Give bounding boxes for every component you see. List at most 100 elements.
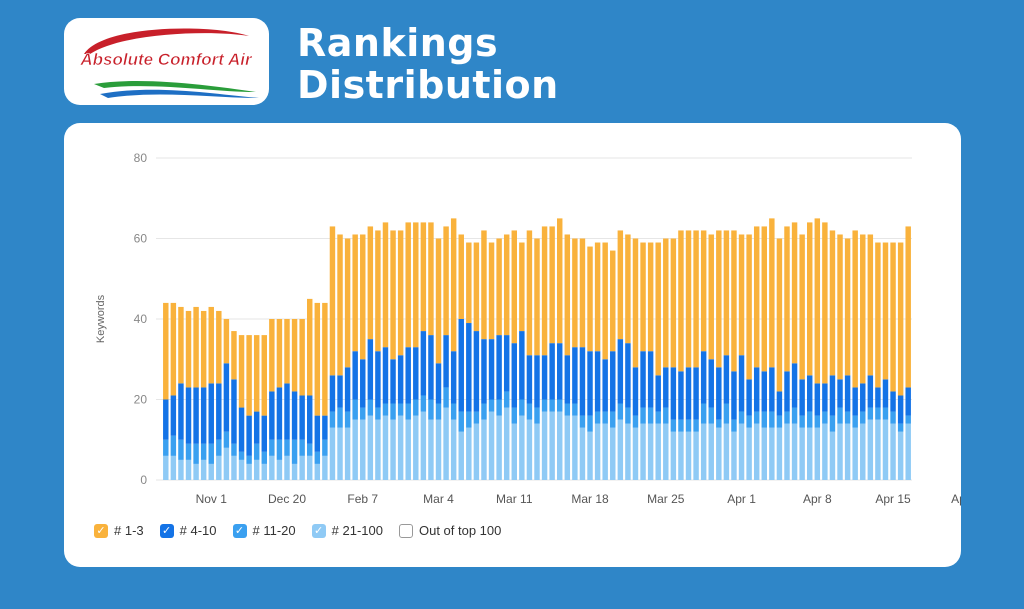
bar-segment[interactable] xyxy=(481,419,487,481)
bar-segment[interactable] xyxy=(769,218,775,368)
bar-segment[interactable] xyxy=(352,234,358,352)
bar-segment[interactable] xyxy=(852,415,858,428)
bar-segment[interactable] xyxy=(844,375,851,412)
bar-segment[interactable] xyxy=(420,411,427,480)
bar-segment[interactable] xyxy=(428,419,434,481)
bar-segment[interactable] xyxy=(905,226,911,388)
bar-segment[interactable] xyxy=(253,411,260,444)
bar-segment[interactable] xyxy=(375,351,381,408)
bar-segment[interactable] xyxy=(610,427,616,480)
bar-segment[interactable] xyxy=(761,427,767,480)
bar-segment[interactable] xyxy=(594,351,601,412)
checkbox-checked-icon[interactable]: ✓ xyxy=(94,523,108,538)
bar-segment[interactable] xyxy=(344,411,351,428)
bar-segment[interactable] xyxy=(178,383,184,440)
bar-segment[interactable] xyxy=(822,411,828,424)
bar-segment[interactable] xyxy=(882,242,889,380)
bar-segment[interactable] xyxy=(178,306,184,384)
bar-segment[interactable] xyxy=(375,407,381,420)
bar-segment[interactable] xyxy=(291,319,298,392)
bar-segment[interactable] xyxy=(708,234,714,360)
bar-segment[interactable] xyxy=(223,431,230,448)
bar-segment[interactable] xyxy=(572,238,578,348)
bar-segment[interactable] xyxy=(829,415,836,432)
bar-segment[interactable] xyxy=(890,242,896,392)
bar-segment[interactable] xyxy=(738,423,745,480)
bar-segment[interactable] xyxy=(223,447,230,480)
bar-segment[interactable] xyxy=(708,423,714,480)
bar-segment[interactable] xyxy=(594,423,601,480)
bar-segment[interactable] xyxy=(769,367,775,412)
bar-segment[interactable] xyxy=(200,387,207,444)
bar-segment[interactable] xyxy=(503,234,510,336)
bar-segment[interactable] xyxy=(496,238,502,336)
bar-segment[interactable] xyxy=(420,395,427,412)
bar-segment[interactable] xyxy=(572,415,578,480)
bar-segment[interactable] xyxy=(860,411,866,424)
bar-segment[interactable] xyxy=(693,367,699,420)
bar-segment[interactable] xyxy=(307,395,313,444)
bar-segment[interactable] xyxy=(375,230,381,352)
bar-segment[interactable] xyxy=(579,238,586,348)
bar-segment[interactable] xyxy=(807,427,813,480)
bar-segment[interactable] xyxy=(549,399,555,412)
bar-segment[interactable] xyxy=(413,222,419,348)
bar-segment[interactable] xyxy=(291,439,298,464)
bar-segment[interactable] xyxy=(261,463,267,480)
bar-segment[interactable] xyxy=(511,423,517,480)
bar-segment[interactable] xyxy=(685,419,692,432)
bar-segment[interactable] xyxy=(466,411,472,428)
bar-segment[interactable] xyxy=(246,455,252,464)
bar-segment[interactable] xyxy=(693,431,699,480)
bar-segment[interactable] xyxy=(572,347,578,404)
bar-segment[interactable] xyxy=(670,238,677,368)
bar-segment[interactable] xyxy=(557,411,563,480)
bar-segment[interactable] xyxy=(625,407,631,424)
bar-segment[interactable] xyxy=(791,423,798,480)
bar-segment[interactable] xyxy=(185,387,192,444)
legend-item[interactable]: ✓ # 4-10 xyxy=(159,523,217,538)
bar-segment[interactable] xyxy=(193,463,199,480)
bar-segment[interactable] xyxy=(231,443,237,456)
bar-segment[interactable] xyxy=(647,407,654,424)
bar-segment[interactable] xyxy=(238,335,245,408)
bar-segment[interactable] xyxy=(784,226,790,372)
bar-segment[interactable] xyxy=(617,403,624,420)
bar-segment[interactable] xyxy=(216,310,222,384)
bar-segment[interactable] xyxy=(685,230,692,368)
bar-segment[interactable] xyxy=(382,415,389,480)
bar-segment[interactable] xyxy=(579,415,586,428)
bar-segment[interactable] xyxy=(564,415,571,480)
bar-segment[interactable] xyxy=(905,423,911,480)
bar-segment[interactable] xyxy=(397,230,404,356)
bar-segment[interactable] xyxy=(208,306,214,384)
bar-segment[interactable] xyxy=(897,242,904,396)
bar-segment[interactable] xyxy=(852,427,858,480)
bar-segment[interactable] xyxy=(632,238,639,368)
bar-segment[interactable] xyxy=(837,423,843,480)
bar-segment[interactable] xyxy=(322,439,328,456)
bar-segment[interactable] xyxy=(322,455,328,480)
bar-segment[interactable] xyxy=(405,347,411,404)
bar-segment[interactable] xyxy=(511,230,517,344)
bar-segment[interactable] xyxy=(670,431,677,480)
bar-segment[interactable] xyxy=(299,395,305,440)
bar-segment[interactable] xyxy=(269,391,275,440)
bar-segment[interactable] xyxy=(458,411,464,432)
bar-segment[interactable] xyxy=(761,371,767,412)
bar-segment[interactable] xyxy=(329,375,336,412)
legend-item[interactable]: ✓ # 11-20 xyxy=(232,523,296,538)
checkbox-empty-icon[interactable] xyxy=(398,523,413,538)
bar-segment[interactable] xyxy=(473,411,480,424)
bar-segment[interactable] xyxy=(307,298,313,396)
bar-segment[interactable] xyxy=(397,355,404,404)
bar-segment[interactable] xyxy=(481,403,487,420)
bar-segment[interactable] xyxy=(405,419,411,481)
bar-segment[interactable] xyxy=(238,459,245,481)
bar-segment[interactable] xyxy=(390,230,396,360)
bar-segment[interactable] xyxy=(466,323,472,412)
bar-segment[interactable] xyxy=(503,335,510,392)
bar-segment[interactable] xyxy=(610,351,616,412)
bar-segment[interactable] xyxy=(860,423,866,480)
bar-segment[interactable] xyxy=(488,399,495,412)
